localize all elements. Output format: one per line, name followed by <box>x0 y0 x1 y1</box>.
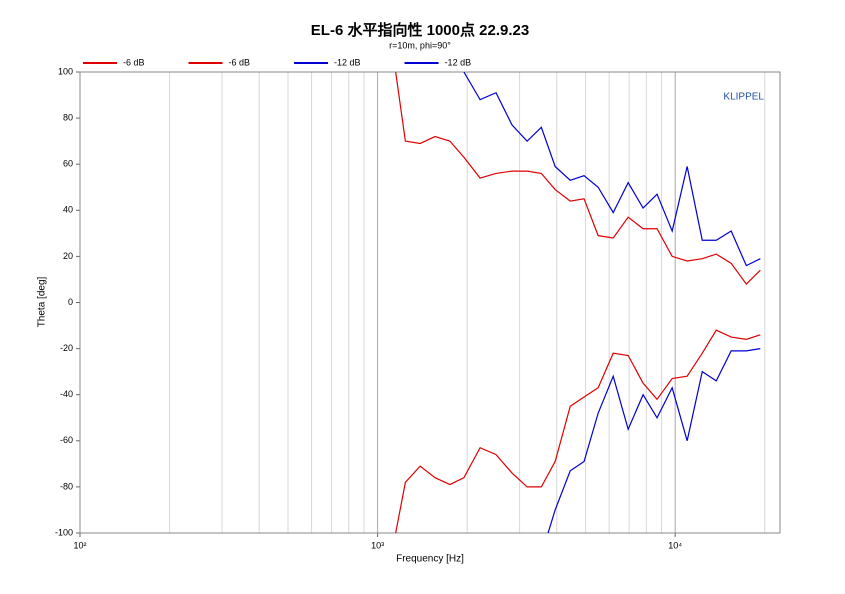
y-tick-label: -80 <box>60 481 73 491</box>
y-axis-label: Theta [deg] <box>37 276 48 327</box>
series-line <box>395 329 761 533</box>
y-tick-label: -20 <box>60 343 73 353</box>
y-tick-label: -100 <box>55 527 73 537</box>
y-tick-label: -60 <box>60 435 73 445</box>
legend-label: -6 dB <box>229 57 251 67</box>
series-line <box>547 348 761 533</box>
y-tick-label: 20 <box>63 251 73 261</box>
legend-label: -12 dB <box>445 57 472 67</box>
x-axis-label: Frequency [Hz] <box>396 554 464 565</box>
y-tick-label: 0 <box>68 297 73 307</box>
chart-title: EL-6 水平指向性 1000点 22.9.23 <box>311 21 529 39</box>
series-line <box>395 72 761 285</box>
y-tick-label: 40 <box>63 205 73 215</box>
plot-frame <box>79 71 781 534</box>
legend-label: -6 dB <box>123 57 145 67</box>
x-tick-label: 10³ <box>371 540 384 550</box>
annotation: KLIPPEL <box>723 92 764 103</box>
y-tick-label: 60 <box>63 159 73 169</box>
legend-label: -12 dB <box>334 57 361 67</box>
lines <box>395 72 761 533</box>
series-line <box>463 72 761 267</box>
chart-subtitle: r=10m, phi=90° <box>389 40 451 50</box>
x-tick-label: 10⁴ <box>668 540 682 550</box>
x-tick-label: 10² <box>73 540 86 550</box>
y-tick-label: -40 <box>60 389 73 399</box>
y-tick-label: 80 <box>63 112 73 122</box>
y-tick-label: 100 <box>58 66 73 76</box>
